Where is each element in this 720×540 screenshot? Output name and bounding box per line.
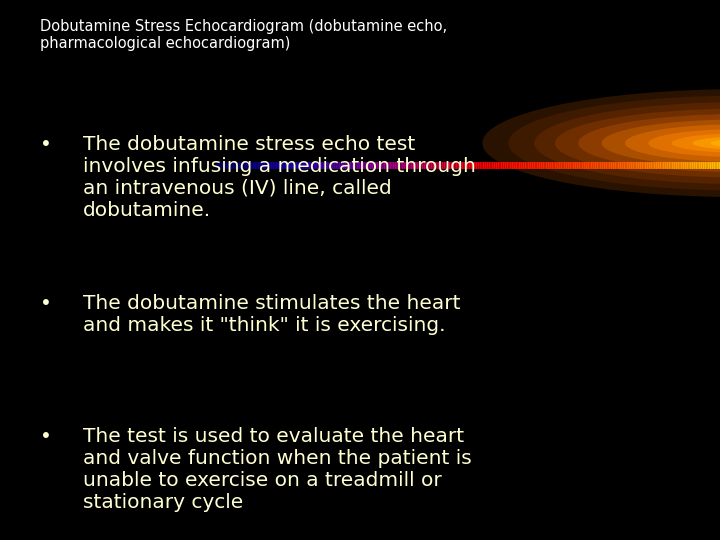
Ellipse shape — [555, 109, 720, 178]
Text: •: • — [40, 135, 51, 154]
Text: Dobutamine Stress Echocardiogram (dobutamine echo,
pharmacological echocardiogra: Dobutamine Stress Echocardiogram (dobuta… — [40, 19, 446, 51]
Ellipse shape — [508, 96, 720, 191]
Text: The dobutamine stress echo test
involves infusing a medication through
an intrav: The dobutamine stress echo test involves… — [83, 135, 476, 220]
Ellipse shape — [648, 129, 720, 157]
Ellipse shape — [578, 114, 720, 172]
Ellipse shape — [602, 119, 720, 167]
Ellipse shape — [693, 137, 720, 150]
Text: •: • — [40, 427, 51, 446]
Text: The test is used to evaluate the heart
and valve function when the patient is
un: The test is used to evaluate the heart a… — [83, 427, 472, 511]
Ellipse shape — [534, 102, 720, 184]
Ellipse shape — [672, 133, 720, 153]
Ellipse shape — [625, 124, 720, 162]
Text: The dobutamine stimulates the heart
and makes it "think" it is exercising.: The dobutamine stimulates the heart and … — [83, 294, 460, 335]
Text: •: • — [40, 294, 51, 313]
Ellipse shape — [711, 139, 720, 147]
Ellipse shape — [482, 89, 720, 197]
